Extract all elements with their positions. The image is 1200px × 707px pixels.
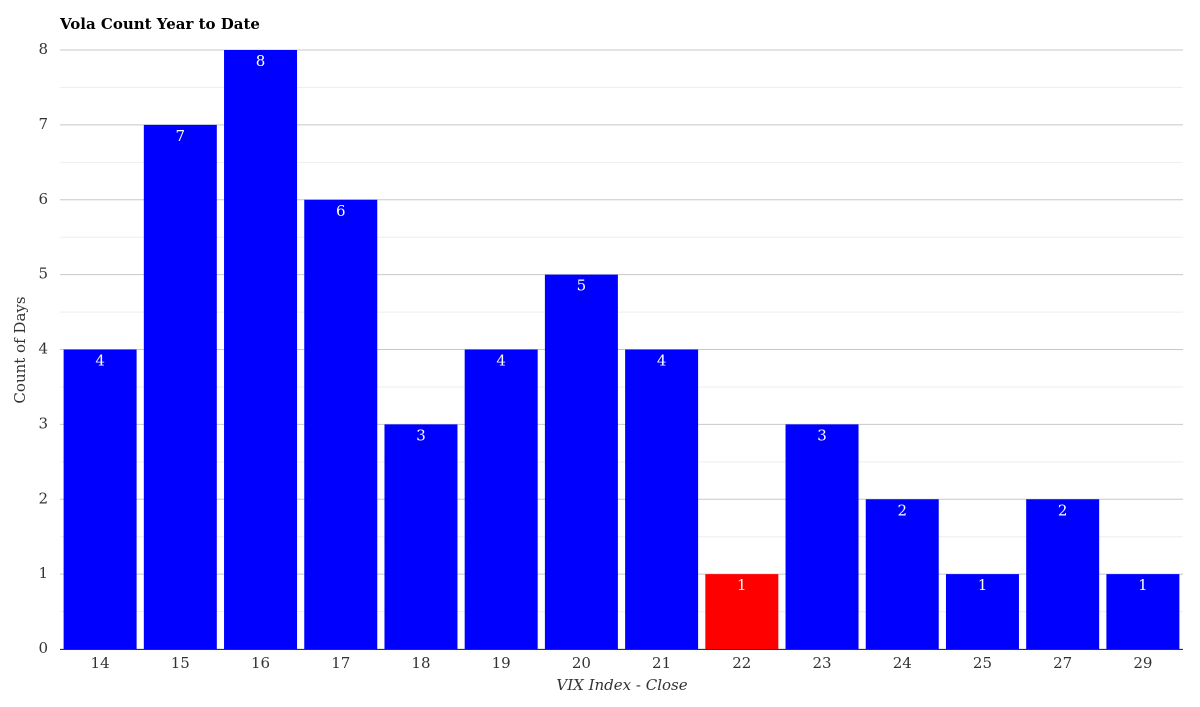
value-label: 4 bbox=[496, 352, 506, 370]
x-tick-label: 25 bbox=[973, 654, 992, 672]
y-tick-label: 3 bbox=[38, 414, 48, 432]
value-label: 3 bbox=[416, 426, 426, 444]
value-label: 8 bbox=[256, 52, 266, 70]
bar bbox=[384, 424, 458, 649]
y-tick-label: 6 bbox=[38, 190, 48, 208]
x-tick-label: 19 bbox=[492, 654, 511, 672]
bar bbox=[224, 50, 298, 649]
x-tick-label: 18 bbox=[411, 654, 430, 672]
bar bbox=[304, 199, 378, 649]
bar bbox=[945, 574, 1019, 649]
y-axis-label: Count of Days bbox=[11, 296, 29, 403]
x-tick-label: 15 bbox=[171, 654, 190, 672]
x-tick-label: 17 bbox=[331, 654, 350, 672]
bar bbox=[544, 274, 618, 649]
value-label: 2 bbox=[897, 501, 907, 519]
x-tick-label: 24 bbox=[893, 654, 912, 672]
value-label: 1 bbox=[1138, 576, 1148, 594]
y-tick-label: 2 bbox=[38, 489, 48, 507]
bar bbox=[63, 349, 137, 649]
y-tick-label: 0 bbox=[38, 639, 48, 657]
bar bbox=[464, 349, 538, 649]
value-label: 1 bbox=[737, 576, 747, 594]
value-label: 3 bbox=[817, 426, 827, 444]
value-label: 4 bbox=[657, 352, 667, 370]
bar bbox=[1106, 574, 1180, 649]
x-tick-label: 22 bbox=[732, 654, 751, 672]
chart-title: Vola Count Year to Date bbox=[59, 15, 260, 33]
bar bbox=[705, 574, 779, 649]
y-tick-label: 5 bbox=[38, 265, 48, 283]
value-label: 5 bbox=[577, 277, 587, 295]
bar bbox=[143, 124, 217, 649]
y-tick-label: 4 bbox=[38, 340, 48, 358]
bar bbox=[1026, 499, 1100, 649]
x-axis-label: VIX Index - Close bbox=[556, 676, 687, 694]
x-tick-label: 16 bbox=[251, 654, 270, 672]
y-tick-label: 1 bbox=[38, 564, 48, 582]
value-label: 1 bbox=[978, 576, 988, 594]
y-tick-label: 8 bbox=[38, 40, 48, 58]
value-label: 6 bbox=[336, 202, 346, 220]
value-label: 2 bbox=[1058, 501, 1068, 519]
bar bbox=[865, 499, 939, 649]
bar bbox=[625, 349, 699, 649]
y-tick-label: 7 bbox=[38, 115, 48, 133]
value-label: 4 bbox=[95, 352, 105, 370]
value-label: 7 bbox=[176, 127, 186, 145]
x-tick-label: 14 bbox=[91, 654, 110, 672]
x-tick-label: 21 bbox=[652, 654, 671, 672]
x-tick-label: 20 bbox=[572, 654, 591, 672]
x-tick-label: 27 bbox=[1053, 654, 1072, 672]
x-tick-label: 23 bbox=[812, 654, 831, 672]
bar bbox=[785, 424, 859, 649]
x-tick-label: 29 bbox=[1133, 654, 1152, 672]
